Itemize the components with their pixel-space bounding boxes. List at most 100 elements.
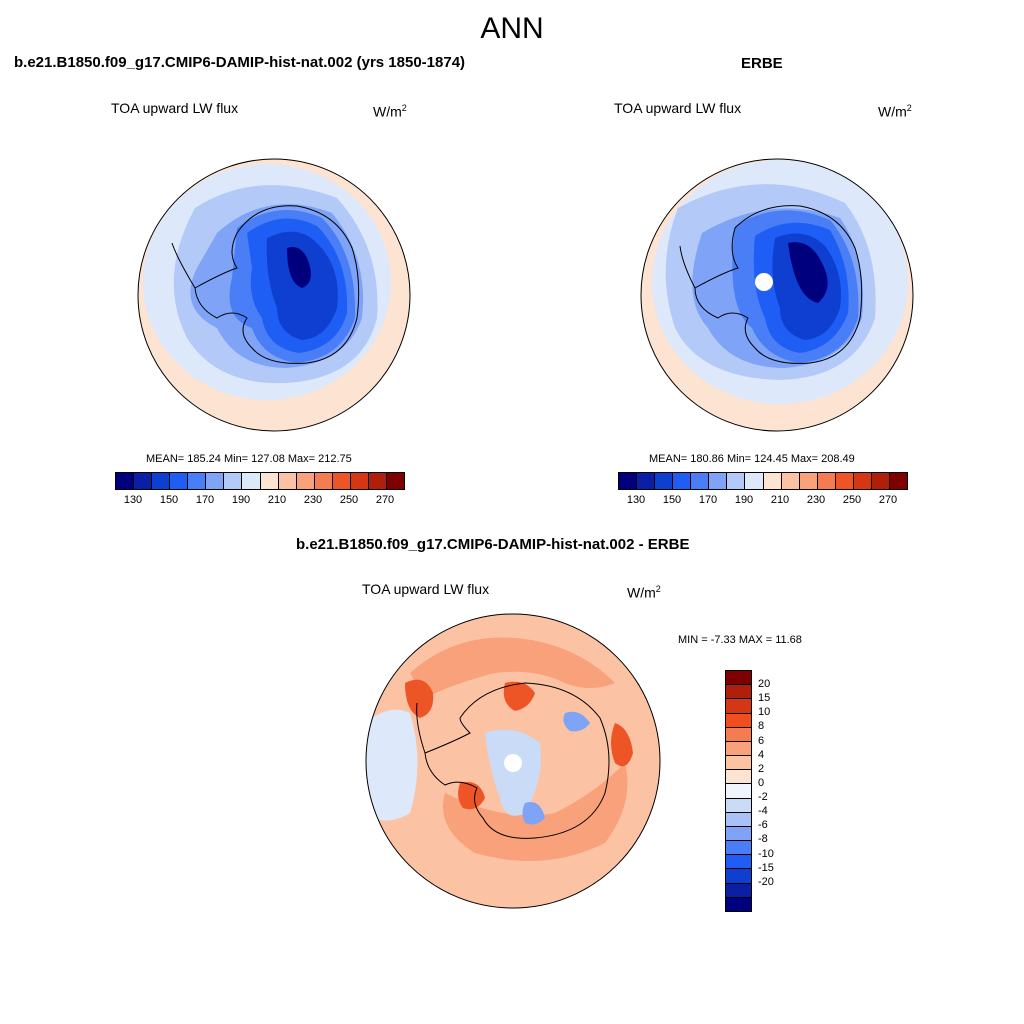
colorbar-tick-label: 10 (758, 706, 771, 719)
colorbar-cell (655, 473, 674, 489)
colorbar-cell (709, 473, 728, 489)
panel3-title: b.e21.B1850.f09_g17.CMIP6-DAMIP-hist-nat… (296, 536, 690, 553)
colorbar-tick-label: 130 (626, 494, 646, 506)
panel3-pole-hole (504, 754, 522, 772)
panel1-title: b.e21.B1850.f09_g17.CMIP6-DAMIP-hist-nat… (14, 54, 466, 71)
panel2-variable-label: TOA upward LW flux (614, 100, 742, 116)
colorbar-cell (368, 473, 387, 489)
panel1-core (287, 247, 311, 288)
colorbar-cell (835, 473, 854, 489)
colorbar-cell (332, 473, 351, 489)
colorbar-cell (260, 473, 279, 489)
colorbar-cell (726, 685, 751, 700)
colorbar-cell (691, 473, 710, 489)
colorbar-cell (853, 473, 872, 489)
colorbar-tick-label: 6 (758, 734, 765, 747)
panel2-core (788, 242, 828, 303)
colorbar-cell (152, 473, 171, 489)
colorbar-tick-label: -15 (758, 861, 774, 874)
colorbar-cell (726, 741, 751, 757)
panel3-cold-patch-2 (522, 802, 545, 825)
colorbar-tick-label: 250 (339, 494, 359, 506)
panel3-units: W/m2 (627, 584, 661, 601)
colorbar-cell (278, 473, 297, 489)
colorbar-tick-label: 170 (195, 494, 215, 506)
colorbar-cell (619, 473, 638, 489)
colorbar-tick-label: 250 (842, 494, 862, 506)
colorbar-tick-label: 210 (267, 494, 287, 506)
panel3-polar-map (365, 613, 661, 909)
panel3-mid-region-2 (443, 763, 628, 861)
colorbar-cell (726, 812, 751, 827)
colorbar-cell (799, 473, 818, 489)
panel2-coastline (679, 205, 863, 364)
colorbar-cell (386, 473, 404, 489)
panel3-cool-region-west (366, 709, 418, 821)
colorbar-cell (726, 756, 751, 771)
colorbar-tick-label: -2 (758, 791, 768, 804)
colorbar-cell (889, 473, 907, 489)
colorbar-cell (314, 473, 333, 489)
colorbar-cell (726, 727, 751, 742)
colorbar-cell (726, 671, 751, 686)
colorbar-cell (726, 770, 751, 785)
panel3-cold-patch-1 (563, 711, 590, 732)
colorbar-cell (726, 841, 751, 856)
colorbar-cell (673, 473, 692, 489)
colorbar-tick-label: -8 (758, 833, 768, 846)
panel3-hot-spot-4 (458, 782, 485, 810)
colorbar-cell (726, 784, 751, 799)
colorbar-cell (726, 826, 751, 842)
colorbar-cell (188, 473, 207, 489)
colorbar-tick-label: 4 (758, 748, 765, 761)
colorbar-cell (781, 473, 800, 489)
colorbar-cell (726, 869, 751, 884)
panel1-colorbar (115, 472, 405, 490)
colorbar-tick-label: 190 (734, 494, 754, 506)
figure-title: ANN (480, 12, 544, 45)
colorbar-tick-label: 230 (806, 494, 826, 506)
panel1-units: W/m2 (373, 103, 407, 120)
colorbar-cell (726, 699, 751, 714)
colorbar-cell (637, 473, 656, 489)
colorbar-tick-label: 2 (758, 762, 765, 775)
panel1-colorbar-ticks: 130 150 170 190 210 230 250 270 (115, 494, 403, 508)
colorbar-tick-label: 170 (698, 494, 718, 506)
colorbar-cell (726, 883, 751, 898)
colorbar-cell (763, 473, 782, 489)
colorbar-tick-label: 270 (878, 494, 898, 506)
panel3-cool-interior (485, 729, 541, 816)
colorbar-tick-label: -10 (758, 847, 774, 860)
colorbar-tick-label: 8 (758, 720, 765, 733)
colorbar-cell (727, 473, 746, 489)
colorbar-tick-label: -4 (758, 805, 768, 818)
colorbar-cell (296, 473, 315, 489)
panel3-variable-label: TOA upward LW flux (362, 581, 490, 597)
colorbar-tick-label: -20 (758, 875, 774, 888)
colorbar-cell (224, 473, 243, 489)
colorbar-cell (206, 473, 225, 489)
panel3-mid-region-1 (410, 637, 615, 698)
colorbar-cell (350, 473, 369, 489)
panel3-colorbar (725, 670, 752, 912)
colorbar-cell (116, 473, 135, 489)
panel2-units: W/m2 (878, 103, 912, 120)
panel3-colorbar-ticks: 20 15 10 8 6 4 2 0 -2 -4 -6 -8 -10 -15 -20 (758, 670, 798, 910)
panel2-stats: MEAN= 180.86 Min= 124.45 Max= 208.49 (649, 453, 855, 465)
colorbar-cell (726, 798, 751, 813)
colorbar-tick-label: 130 (123, 494, 143, 506)
colorbar-cell (726, 897, 751, 911)
colorbar-cell (134, 473, 153, 489)
colorbar-tick-label: 15 (758, 692, 771, 705)
panel1-polar-map (137, 158, 411, 432)
colorbar-cell (242, 473, 261, 489)
panel2-pole-hole (755, 273, 773, 291)
colorbar-cell (871, 473, 890, 489)
panel2-polar-map (640, 158, 914, 432)
panel2-title: ERBE (741, 55, 783, 72)
colorbar-cell (817, 473, 836, 489)
colorbar-tick-label: 230 (303, 494, 323, 506)
panel3-coastline (416, 682, 610, 839)
panel3-hot-spot-1 (405, 679, 434, 718)
colorbar-tick-label: -6 (758, 819, 768, 832)
